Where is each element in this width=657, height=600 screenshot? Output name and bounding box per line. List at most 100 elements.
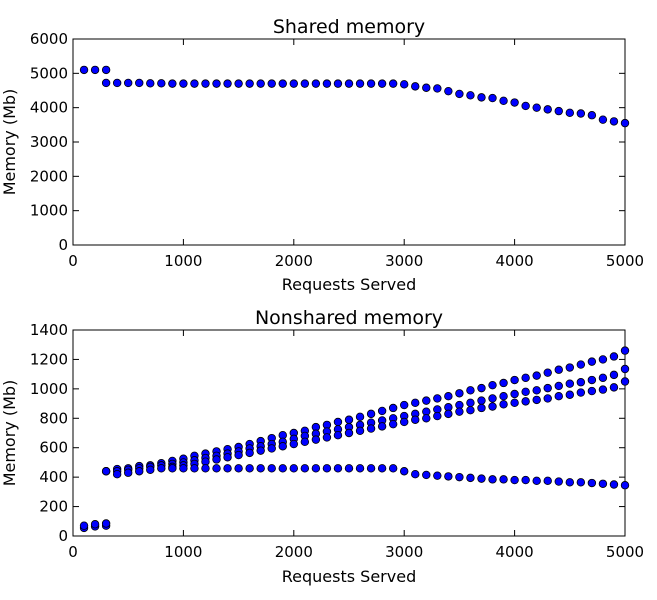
data-point <box>444 86 453 96</box>
data-point <box>201 464 210 473</box>
data-point <box>554 365 563 374</box>
data-point <box>388 403 398 413</box>
data-point <box>576 388 586 397</box>
data-point <box>576 478 586 487</box>
y-axis-label: Memory (Mb) <box>0 380 19 487</box>
data-point <box>212 464 221 473</box>
data-point <box>90 520 100 529</box>
data-point <box>101 519 111 528</box>
data-point <box>598 355 608 364</box>
data-point <box>322 464 332 473</box>
y-tick-label: 800 <box>39 409 68 427</box>
data-point <box>444 472 453 481</box>
data-point <box>300 464 310 473</box>
data-point <box>499 378 508 388</box>
data-point <box>609 370 619 380</box>
data-point <box>377 79 387 88</box>
data-point <box>256 446 265 455</box>
data-point <box>234 79 243 88</box>
x-tick-label: 0 <box>68 543 78 561</box>
y-tick-label: 2000 <box>30 167 68 185</box>
data-point <box>157 464 166 473</box>
data-point <box>366 464 376 473</box>
y-tick-label: 1400 <box>30 321 68 339</box>
y-tick-label: 1200 <box>30 350 68 368</box>
axis-ticks: 0 1000 2000 3000 4000 5000 0 1000 2000 3000 4000 50… <box>30 30 644 270</box>
data-point <box>179 79 188 88</box>
data-point <box>289 79 298 88</box>
data-point <box>521 475 530 485</box>
data-point <box>521 387 530 396</box>
data-point <box>444 409 453 419</box>
data-point <box>377 464 387 473</box>
data-point <box>587 386 597 396</box>
data-point <box>101 467 111 476</box>
x-tick-label: 3000 <box>385 543 423 561</box>
data-point <box>256 464 265 473</box>
data-point <box>135 78 144 88</box>
data-point <box>543 368 552 377</box>
chart-title: Shared memory <box>273 16 425 38</box>
data-point <box>554 477 563 486</box>
data-point <box>433 84 442 93</box>
data-point <box>256 79 265 88</box>
data-point <box>135 467 144 476</box>
data-point <box>609 117 619 126</box>
data-point <box>532 386 541 395</box>
y-axis-label: Memory (Mb) <box>0 89 19 196</box>
x-tick-label: 4000 <box>496 543 534 561</box>
data-point <box>234 464 243 473</box>
data-point <box>400 80 409 89</box>
data-point <box>488 93 497 103</box>
data-point <box>300 437 310 447</box>
data-point <box>510 98 519 107</box>
data-point <box>411 470 420 479</box>
data-point <box>355 79 365 88</box>
data-point <box>499 400 508 409</box>
data-point <box>466 398 475 408</box>
data-point <box>598 373 608 383</box>
data-point <box>322 433 332 442</box>
plot-area <box>72 38 626 246</box>
data-point <box>245 448 254 458</box>
data-point <box>411 398 420 408</box>
data-point <box>355 426 365 435</box>
data-point <box>411 82 420 91</box>
y-tick-label: 4000 <box>30 99 68 117</box>
data-point <box>101 65 111 75</box>
data-point <box>278 79 287 88</box>
data-point <box>123 78 133 88</box>
shared-memory-panel: Shared memory 0 1000 2000 3000 4000 5000 0 1000… <box>0 16 644 294</box>
data-point <box>212 455 221 464</box>
data-point <box>112 470 122 479</box>
data-point <box>422 396 431 405</box>
y-tick-label: 400 <box>39 468 68 486</box>
data-point <box>400 400 409 410</box>
data-point <box>267 79 276 88</box>
data-point <box>466 473 475 483</box>
data-points <box>79 346 630 533</box>
data-point <box>488 380 497 390</box>
data-point <box>388 464 398 473</box>
data-point <box>278 442 287 451</box>
data-point <box>355 464 365 473</box>
data-point <box>477 383 486 393</box>
data-point <box>565 363 574 372</box>
data-point <box>433 411 442 421</box>
data-point <box>565 478 574 487</box>
data-point <box>411 415 420 424</box>
data-point <box>576 378 586 387</box>
y-tick-label: 1000 <box>30 202 68 220</box>
data-point <box>477 93 486 102</box>
data-point <box>79 521 89 530</box>
data-point <box>157 79 166 88</box>
data-point <box>212 79 221 88</box>
y-tick-label: 3000 <box>30 133 68 151</box>
data-point <box>455 472 464 482</box>
data-point <box>543 105 552 114</box>
data-point <box>333 464 343 473</box>
data-point <box>455 389 464 398</box>
nonshared-memory-panel: Nonshared memory 0 1000 2000 3000 4000 5000 0 2… <box>0 307 644 586</box>
data-point <box>521 101 530 111</box>
